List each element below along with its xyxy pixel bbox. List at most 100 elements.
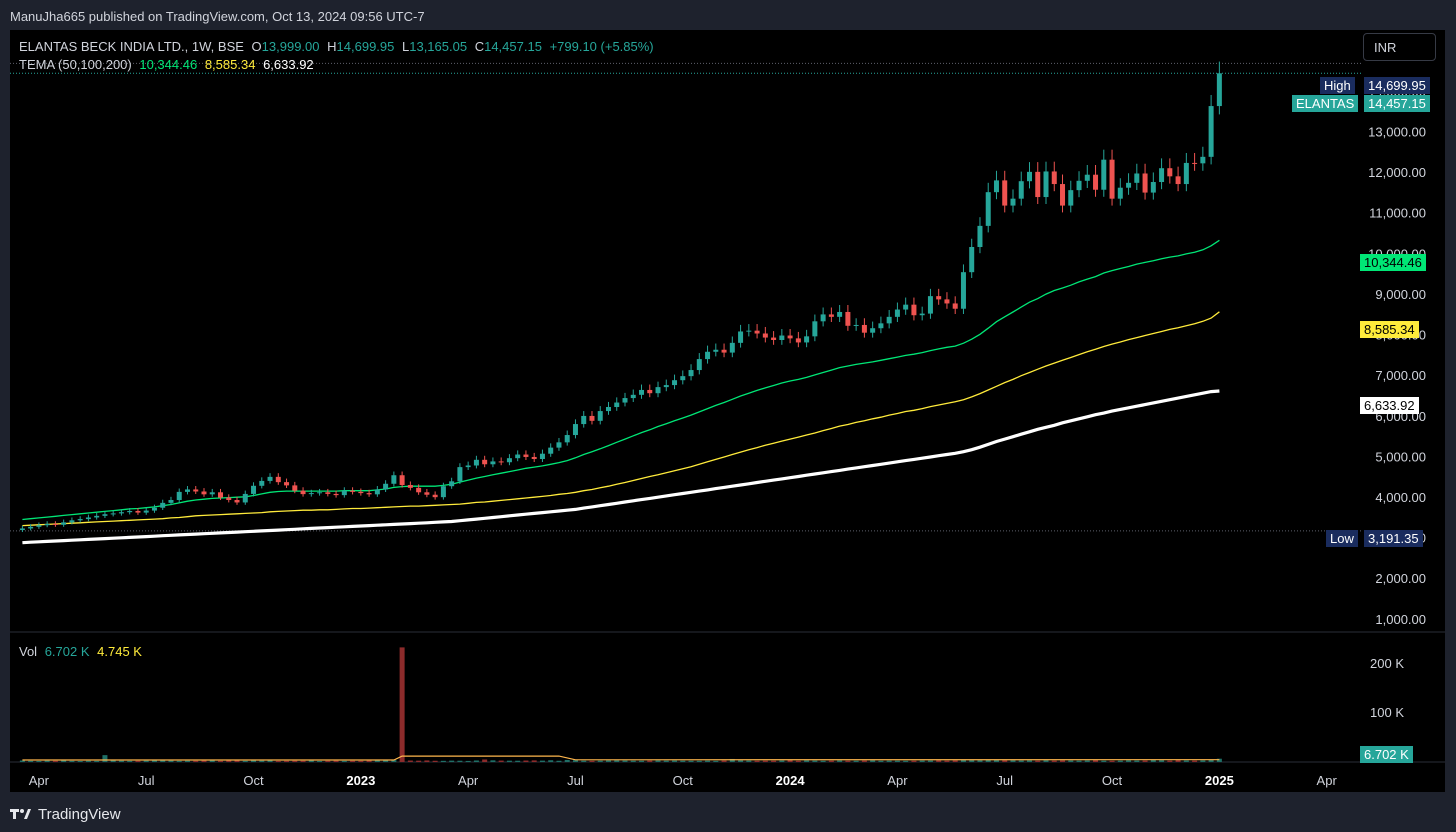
- volume-bar: [762, 760, 768, 762]
- high-tag-value: 14,699.95: [1364, 77, 1430, 94]
- volume-bar: [572, 760, 578, 762]
- candle-body: [952, 303, 958, 309]
- candle-body: [440, 486, 446, 498]
- volume-bar: [589, 760, 595, 762]
- volume-bar: [713, 760, 719, 762]
- volume-bar: [812, 760, 818, 762]
- candle-body: [1150, 182, 1156, 193]
- candle-body: [663, 385, 669, 388]
- volume-bar: [894, 760, 900, 762]
- symbol-name: ELANTAS BECK INDIA LTD., 1W, BSE: [19, 39, 244, 54]
- volume-bar: [1167, 760, 1173, 762]
- volume-bar: [1068, 760, 1074, 762]
- candle-body: [597, 411, 603, 421]
- candle-body: [985, 192, 991, 226]
- volume-bar: [160, 760, 166, 762]
- candle-body: [804, 336, 810, 343]
- high-tag-label: High: [1320, 77, 1355, 94]
- volume-bar: [952, 760, 958, 762]
- vol-value-2: 4.745 K: [97, 644, 142, 659]
- close-value: 14,457.15: [484, 39, 542, 54]
- candle-body: [102, 514, 108, 516]
- candle-body: [242, 493, 248, 503]
- price-tick-label: 9,000.00: [1375, 287, 1426, 302]
- volume-bar: [19, 760, 25, 762]
- candle-body: [1200, 156, 1206, 164]
- price-tick-label: 1,000.00: [1375, 612, 1426, 627]
- tradingview-brand: TradingView: [38, 805, 121, 823]
- volume-bar: [399, 647, 405, 762]
- candle-body: [1035, 171, 1041, 198]
- volume-bar: [564, 759, 570, 762]
- volume-bar: [845, 760, 851, 762]
- volume-bar: [556, 760, 562, 762]
- volume-bar: [515, 760, 521, 762]
- candle-body: [531, 456, 537, 459]
- volume-bar: [1159, 760, 1165, 762]
- candle-body: [1208, 106, 1214, 157]
- time-tick-label: Oct: [673, 773, 694, 788]
- candle-body: [936, 296, 942, 300]
- volume-bar: [1002, 760, 1008, 762]
- candle-body: [754, 330, 760, 334]
- candle-body: [383, 483, 389, 490]
- tradingview-logo[interactable]: TradingView: [10, 804, 121, 824]
- volume-bar: [366, 760, 372, 762]
- volume-bar: [1126, 760, 1132, 762]
- candle-body: [350, 490, 356, 492]
- volume-bar: [374, 760, 380, 762]
- candle-body: [1142, 173, 1148, 193]
- volume-bar: [680, 760, 686, 762]
- volume-bar: [1060, 760, 1066, 762]
- volume-bar: [1043, 760, 1049, 762]
- high-label: H: [327, 39, 337, 54]
- volume-bar: [127, 760, 133, 762]
- volume-bar: [960, 760, 966, 762]
- volume-bar: [44, 760, 50, 762]
- candle-body: [837, 311, 843, 317]
- volume-bar: [52, 760, 58, 762]
- chart-area[interactable]: 1,000.002,000.003,000.004,000.005,000.00…: [10, 30, 1445, 792]
- volume-bar: [457, 760, 463, 762]
- tema3-line: [22, 389, 1220, 545]
- candle-body: [894, 309, 900, 317]
- last-tag-label: ELANTAS: [1292, 95, 1359, 112]
- candle-body: [490, 461, 496, 465]
- time-tick-label: 2024: [776, 773, 806, 788]
- candle-body: [28, 526, 34, 529]
- volume-bar: [234, 760, 240, 762]
- candle-body: [572, 424, 578, 436]
- volume-bar: [647, 760, 653, 762]
- chart-svg[interactable]: 1,000.002,000.003,000.004,000.005,000.00…: [10, 30, 1445, 792]
- volume-bar: [886, 760, 892, 762]
- volume-bar: [465, 760, 471, 762]
- volume-bar: [284, 760, 290, 762]
- volume-bar: [226, 759, 232, 762]
- candle-body: [209, 492, 215, 495]
- candle-body: [52, 523, 58, 525]
- volume-bar: [506, 760, 512, 762]
- candle-body: [762, 333, 768, 338]
- candle-body: [564, 435, 570, 443]
- candle-body: [655, 387, 661, 394]
- candle-body: [911, 304, 917, 316]
- candle-body: [259, 480, 265, 486]
- candle-body: [184, 489, 190, 492]
- volume-bar: [622, 760, 628, 762]
- volume-bar: [969, 760, 975, 762]
- candle-body: [977, 225, 983, 247]
- candle-body: [118, 512, 124, 514]
- low-tag-value: 3,191.35: [1364, 530, 1423, 547]
- candle-body: [1093, 174, 1099, 190]
- volume-bar: [1026, 760, 1032, 762]
- candle-body: [672, 380, 678, 386]
- candle-body: [1109, 159, 1115, 199]
- candle-body: [1216, 73, 1222, 107]
- volume-bar: [944, 760, 950, 762]
- volume-bar: [300, 760, 306, 762]
- volume-bar: [688, 760, 694, 762]
- volume-bar: [482, 759, 488, 762]
- candle-body: [449, 481, 455, 487]
- candle-body: [1076, 180, 1082, 191]
- currency-button[interactable]: INR: [1363, 33, 1436, 61]
